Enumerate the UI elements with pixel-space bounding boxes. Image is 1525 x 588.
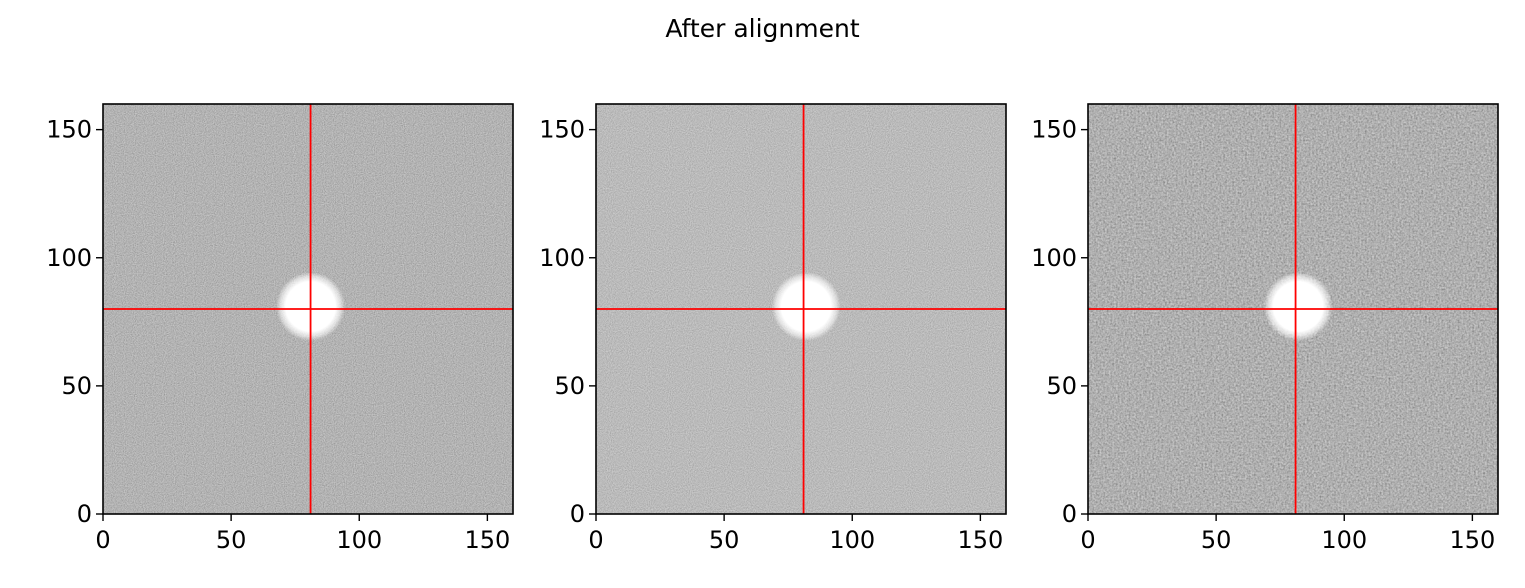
- star-blob: [771, 271, 841, 341]
- axes-frame: [595, 103, 1007, 515]
- x-tick-label: 0: [588, 526, 603, 554]
- axes-panel-1: 0 50 100 150 0 50 100 150: [46, 103, 514, 554]
- x-tick-label: 50: [709, 526, 740, 554]
- x-tick-label: 150: [957, 526, 1003, 554]
- axes-frame: [1087, 103, 1499, 515]
- x-tick-label: 100: [829, 526, 875, 554]
- figure-title: After alignment: [665, 14, 860, 43]
- y-tick-label: 100: [539, 244, 585, 272]
- y-tick-label: 0: [1062, 500, 1077, 528]
- y-tick-label: 50: [554, 372, 585, 400]
- x-tick-label: 50: [216, 526, 247, 554]
- x-tick-label: 150: [464, 526, 510, 554]
- y-tick-label: 0: [570, 500, 585, 528]
- x-tick-label: 150: [1449, 526, 1495, 554]
- y-tick-label: 100: [46, 244, 92, 272]
- axes-panel-3: 0 50 100 150 0 50 100 150: [1031, 103, 1499, 554]
- image-1: [103, 104, 513, 514]
- y-tick-label: 150: [539, 116, 585, 144]
- y-tick-label: 150: [1031, 116, 1077, 144]
- axes-frame: [102, 103, 514, 515]
- axes-panel-2: 0 50 100 150 0 50 100 150: [539, 103, 1007, 554]
- image-2: [596, 104, 1006, 514]
- y-tick-label: 0: [77, 500, 92, 528]
- image-3: [1088, 104, 1498, 514]
- y-tick-label: 50: [61, 372, 92, 400]
- star-blob: [1263, 271, 1333, 341]
- y-tick-label: 100: [1031, 244, 1077, 272]
- y-tick-label: 150: [46, 116, 92, 144]
- x-tick-label: 50: [1201, 526, 1232, 554]
- y-tick-label: 50: [1046, 372, 1077, 400]
- x-tick-label: 0: [95, 526, 110, 554]
- x-tick-label: 100: [336, 526, 382, 554]
- x-tick-label: 0: [1080, 526, 1095, 554]
- x-tick-label: 100: [1321, 526, 1367, 554]
